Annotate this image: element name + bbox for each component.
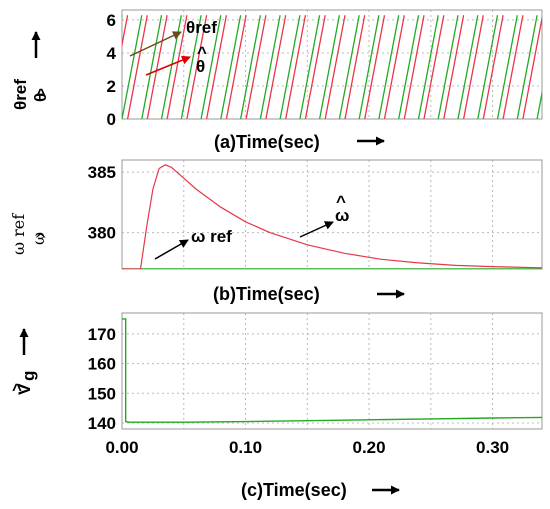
annotation-omega-ref-arrow — [154, 239, 189, 260]
vg-hat-line — [122, 318, 542, 423]
x-tick-label: 0.20 — [353, 438, 386, 457]
y-tick-label: 0 — [107, 110, 116, 129]
y-tick-label: 6 — [107, 11, 116, 30]
annotation-theta-hat-caret: ^ — [197, 43, 207, 62]
panel-a-ylabel-top: θref — [11, 79, 30, 110]
x-tick-label: 0.30 — [476, 438, 509, 457]
panel-c-frame — [121, 312, 543, 430]
panel-b: 385 380 ω ref ω ^ ω ref ω ^ (b)Time(sec) — [9, 159, 543, 304]
panel-a: 0 2 4 6 θref θ ^ θref θ ^ (a)Time(sec) — [11, 9, 543, 152]
panel-a-xlabel: (a)Time(sec) — [214, 132, 320, 152]
y-tick-label: 385 — [88, 163, 116, 182]
x-tick-label: 0.10 — [229, 438, 262, 457]
annotation-theta-hat-arrow — [145, 55, 191, 76]
annotation-theta-ref: θref — [186, 18, 217, 37]
panel-b-frame — [121, 159, 543, 270]
panel-c-grid — [122, 313, 542, 429]
panel-c: 170 160 150 140 0.00 0.10 0.20 0.30 V g ^ (c)T… — [12, 312, 543, 500]
panel-c-ylabel-top: V — [15, 383, 34, 395]
panel-a-frame — [121, 9, 543, 120]
panel-b-ylabel-top: ω ref — [9, 213, 28, 255]
annotation-omega-hat-caret: ^ — [336, 192, 346, 211]
y-tick-label: 150 — [88, 384, 116, 403]
y-tick-label: 4 — [107, 44, 117, 63]
y-tick-label: 160 — [88, 355, 116, 374]
annotation-theta-ref-arrow — [129, 31, 182, 57]
annotation-omega-ref: ω ref — [191, 227, 232, 246]
theta-ref-line — [122, 15, 542, 119]
annotation-omega-hat: ω — [335, 206, 349, 225]
theta-hat-caret: ^ — [36, 85, 46, 104]
panel-b-grid — [122, 160, 542, 269]
panel-b-ylabel-bottom: ω — [29, 232, 48, 245]
omega-hat-caret: ^ — [34, 230, 47, 249]
y-tick-label: 170 — [88, 325, 116, 344]
theta-hat-line — [122, 15, 542, 119]
panel-c-ylabel-sub: g — [19, 371, 38, 381]
x-tick-label: 0.00 — [105, 438, 138, 457]
panel-a-ylabel-bottom: θ — [31, 93, 50, 102]
panel-a-ylabel: θref θ ^ — [11, 31, 50, 110]
annotation-theta-hat: θ — [196, 57, 205, 76]
omega-hat-line — [122, 164, 542, 269]
y-tick-label: 2 — [107, 77, 116, 96]
panel-b-ylabel: ω ref ω ^ — [9, 213, 48, 255]
panel-c-xlabel: (c)Time(sec) — [241, 480, 347, 500]
vg-hat-caret: ^ — [12, 380, 22, 399]
annotation-omega-hat-arrow — [299, 221, 334, 238]
panel-c-ylabel: V g ^ — [12, 328, 38, 399]
panel-b-xlabel: (b)Time(sec) — [213, 284, 320, 304]
y-tick-label: 140 — [88, 414, 116, 433]
y-tick-label: 380 — [88, 224, 116, 243]
